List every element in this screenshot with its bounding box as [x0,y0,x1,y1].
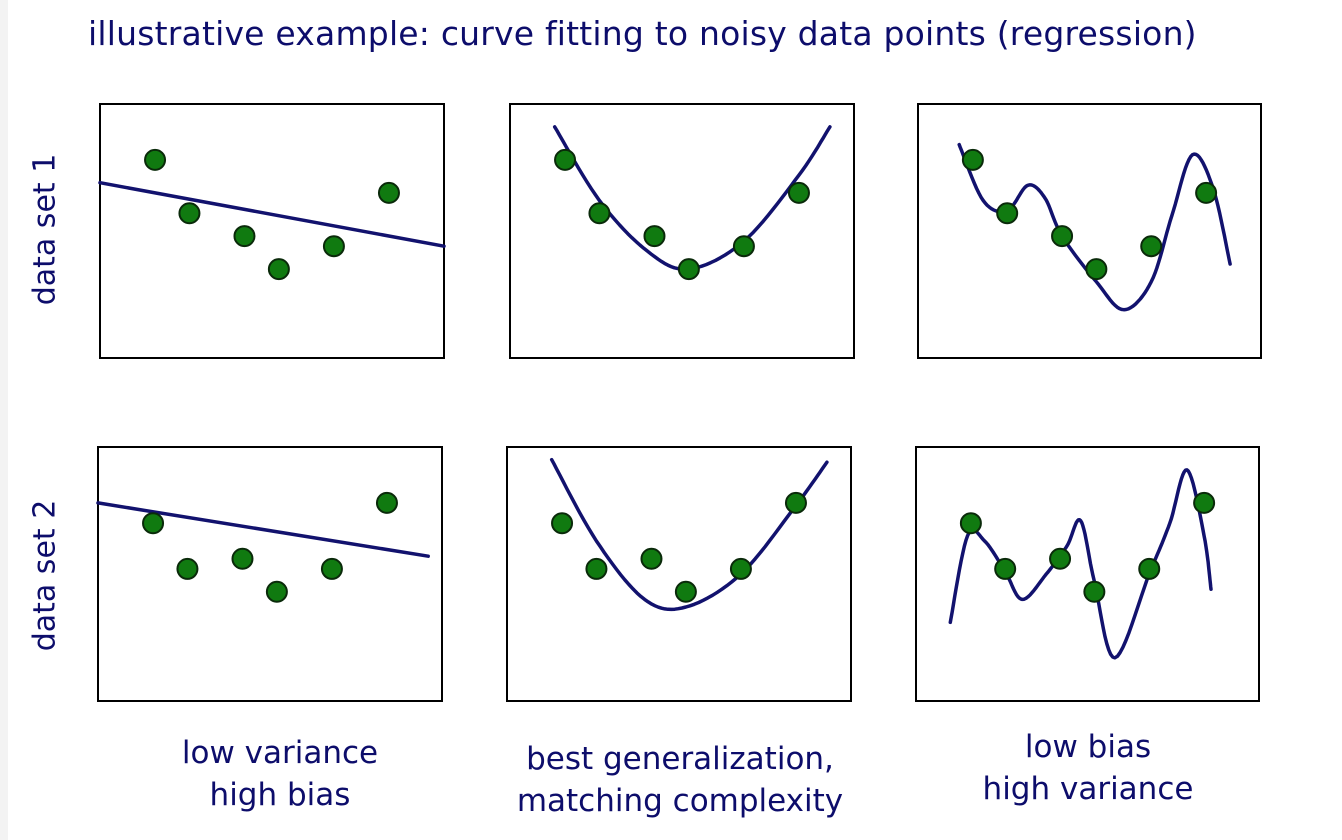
column-label-best-generalization: best generalization, matching complexity [480,738,880,822]
panel-data-set-1-overfit [917,103,1262,359]
data-point [1138,557,1161,580]
column-label-low-variance-high-bias: low variance high bias [130,732,430,816]
panel-frame [97,446,443,702]
data-point [1049,547,1072,570]
panel-data-set-2-overfit [915,446,1260,702]
data-point [994,557,1017,580]
data-point [1083,580,1106,603]
fit-curve-quadratic-fit [552,125,832,272]
data-point [144,148,167,171]
column-label-line: low variance [181,735,379,771]
data-point [732,235,755,258]
data-point [1085,258,1108,281]
data-point [729,557,752,580]
data-point [643,225,666,248]
data-point [677,258,700,281]
data-point [996,202,1019,225]
panel-data-set-1-linear-fit [98,103,446,359]
data-point [377,181,400,204]
data-point [961,148,984,171]
column-label-low-bias-high-variance: low bias high variance [938,726,1238,810]
data-point [554,148,577,171]
left-edge-strip [0,0,8,840]
column-label-line: high bias [209,777,351,813]
data-point [231,547,254,570]
fit-curve-overfit [957,142,1232,312]
data-point [585,557,608,580]
data-point [787,181,810,204]
data-point [551,512,574,535]
panel-frame [917,103,1262,359]
data-point [142,512,165,535]
panel-frame [506,446,852,702]
data-point [233,225,256,248]
fit-curve-linear-fit [98,180,446,248]
column-label-line: best generalization, [526,741,834,777]
panel-data-set-2-quadratic-fit [506,446,852,702]
page-title: illustrative example: curve fitting to n… [88,14,1197,53]
panel-frame [509,103,855,359]
data-point [674,580,697,603]
column-label-line: high variance [982,771,1194,807]
data-point [322,235,345,258]
data-point [588,202,611,225]
data-point [1051,225,1074,248]
panel-data-set-1-quadratic-fit [509,103,855,359]
data-point [265,580,288,603]
data-point [1140,235,1163,258]
data-point [178,202,201,225]
data-point [959,512,982,535]
data-point [375,491,398,514]
data-point [784,491,807,514]
data-point [267,258,290,281]
panel-data-set-2-linear-fit [96,446,443,702]
column-label-line: matching complexity [516,783,844,819]
data-point [640,547,663,570]
data-point [176,557,199,580]
fit-curve-linear-fit [96,501,430,558]
column-label-line: low bias [1024,729,1152,765]
data-point [1195,181,1218,204]
fit-curve-overfit [948,468,1213,660]
data-point [1193,491,1216,514]
panel-frame [99,103,445,359]
panel-frame [915,446,1260,702]
data-point [320,557,343,580]
